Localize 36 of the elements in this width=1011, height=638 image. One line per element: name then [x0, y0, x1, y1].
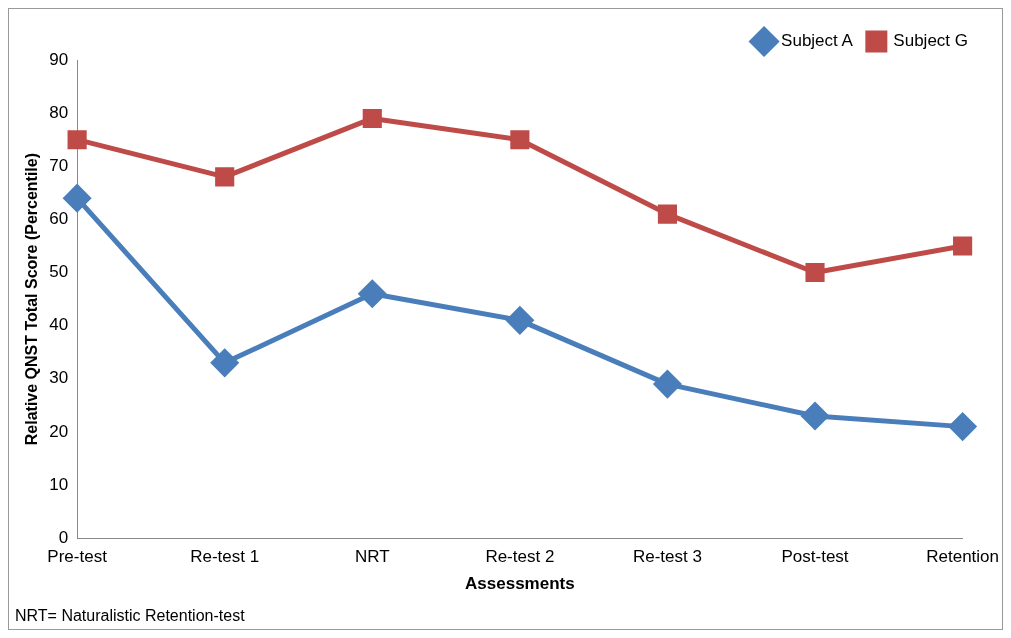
point: [801, 402, 829, 430]
point: [653, 370, 681, 398]
point: [805, 262, 825, 283]
y-tick-label: 70: [49, 155, 69, 175]
point: [215, 167, 235, 187]
legend-label: Subject A: [781, 31, 854, 51]
y-tick-label: 90: [49, 49, 69, 69]
y-tick-label: 30: [49, 368, 69, 388]
text: NRT= Naturalistic Retention-test: [15, 607, 245, 625]
y-tick-label: 10: [49, 474, 69, 494]
x-tick-label: Re-test 3: [632, 547, 702, 567]
y-tick-label: 0: [58, 527, 69, 547]
x-tick-label: Pre-test: [47, 547, 108, 567]
x-tick-label: Retention: [926, 547, 999, 567]
y-tick-label: 50: [49, 262, 69, 282]
point: [506, 306, 534, 334]
y-tick-label: 80: [49, 102, 69, 122]
point: [953, 236, 973, 256]
point: [63, 184, 91, 212]
x-tick-label: Post-test: [781, 547, 849, 567]
y-tick-label: 60: [49, 209, 69, 229]
point: [358, 280, 386, 308]
x-axis-title: Assessments: [465, 574, 575, 594]
x-tick-label: Re-test 2: [485, 547, 555, 567]
y-tick-label: 20: [49, 421, 69, 441]
point: [510, 130, 530, 150]
point: [211, 349, 239, 377]
point: [949, 413, 977, 441]
legend-label: Subject G: [893, 31, 969, 51]
point: [657, 204, 678, 224]
y-tick-label: 40: [49, 315, 69, 335]
x-tick-label: Re-test 1: [190, 547, 260, 567]
point: [67, 130, 87, 150]
y-axis-title: Relative QNST Total Score (Percentile): [23, 152, 41, 446]
point: [362, 108, 382, 129]
x-tick-label: NRT: [354, 547, 390, 567]
